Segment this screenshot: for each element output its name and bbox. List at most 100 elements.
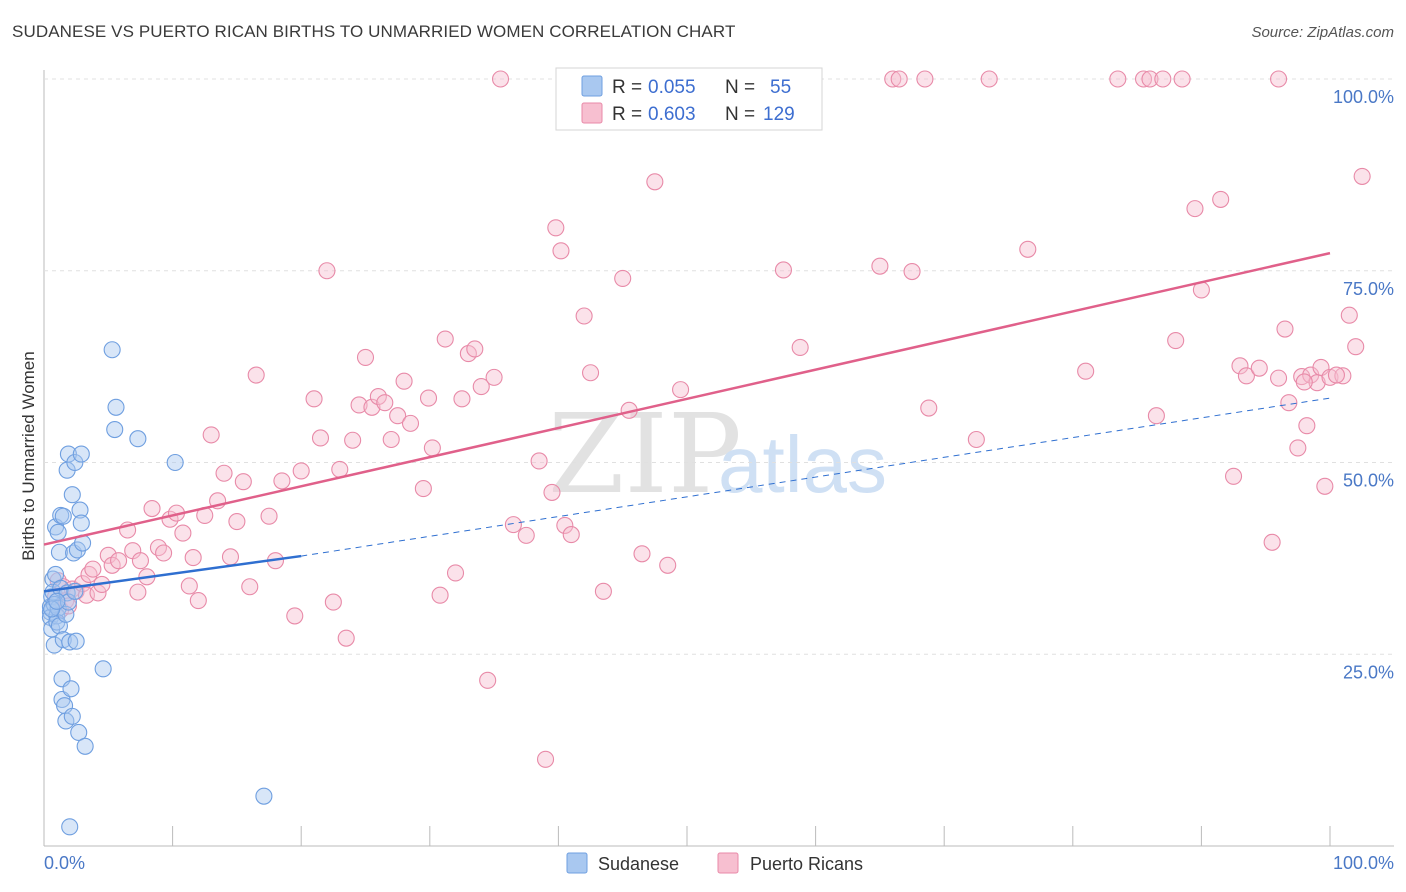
puerto-ricans-point	[436, 330, 454, 348]
puerto-ricans-point	[189, 592, 207, 610]
x-tick-label-max: 100.0%	[1333, 853, 1394, 873]
puerto-ricans-point	[129, 583, 147, 601]
legend-swatch-puerto-ricans	[581, 102, 603, 124]
puerto-ricans-point	[414, 480, 432, 498]
y-tick-label: 100.0%	[1333, 87, 1394, 107]
puerto-ricans-point	[453, 390, 471, 408]
puerto-ricans-point	[791, 338, 809, 357]
sudanese-point	[166, 453, 184, 472]
puerto-ricans-point	[344, 431, 362, 449]
puerto-ricans-point	[369, 387, 387, 406]
puerto-ricans-point	[1225, 467, 1243, 485]
puerto-ricans-point	[149, 539, 168, 557]
puerto-ricans-point	[1295, 373, 1313, 391]
puerto-ricans-point	[1077, 362, 1095, 380]
legend-r-label: R =	[612, 77, 642, 98]
puerto-ricans-point	[920, 399, 938, 417]
puerto-ricans-point	[318, 262, 336, 280]
puerto-ricans-point	[1231, 357, 1249, 375]
puerto-ricans-point	[1298, 417, 1316, 435]
puerto-ricans-point	[273, 472, 291, 490]
sudanese-point	[76, 737, 94, 755]
puerto-ricans-point	[659, 556, 677, 574]
puerto-ricans-point	[884, 70, 902, 88]
puerto-ricans-point	[356, 348, 375, 366]
sudanese-points	[41, 341, 273, 836]
puerto-ricans-point	[594, 582, 612, 600]
legend-r-value: 0.055	[648, 77, 696, 98]
sudanese-point	[67, 632, 85, 650]
sudanese-point	[66, 453, 84, 472]
sudanese-trend-extension	[301, 397, 1331, 557]
bottom-swatch-puerto-ricans	[717, 852, 739, 874]
puerto-ricans-point	[967, 430, 985, 449]
source-label: Source: ZipAtlas.com	[1251, 24, 1394, 41]
puerto-ricans-point	[1276, 320, 1294, 338]
puerto-ricans-point	[1340, 306, 1358, 324]
puerto-ricans-point	[633, 545, 651, 563]
sudanese-trend-line	[43, 554, 302, 593]
puerto-ricans-point	[1263, 533, 1281, 551]
sudanese-point	[49, 523, 67, 541]
sudanese-point	[48, 592, 66, 610]
puerto-ricans-point	[131, 552, 149, 570]
sudanese-point	[54, 507, 72, 525]
puerto-ricans-point	[305, 390, 323, 408]
puerto-ricans-point	[485, 368, 503, 386]
puerto-ricans-point	[324, 593, 342, 611]
puerto-ricans-point	[419, 389, 438, 407]
puerto-ricans-point	[174, 524, 192, 542]
sudanese-point	[61, 633, 79, 651]
puerto-ricans-point	[1141, 70, 1159, 88]
puerto-ricans-point	[423, 439, 441, 457]
sudanese-point	[63, 707, 81, 725]
puerto-ricans-point	[1321, 368, 1339, 386]
legend-label-puerto-ricans: Puerto Ricans	[750, 854, 863, 874]
legend-r-value: 0.603	[648, 104, 696, 125]
puerto-ricans-point	[1147, 407, 1165, 425]
puerto-ricans-point	[1347, 338, 1365, 356]
puerto-ricans-point	[980, 70, 998, 88]
sudanese-point	[62, 680, 80, 698]
puerto-ricans-point	[1334, 367, 1352, 385]
puerto-ricans-point	[202, 426, 220, 444]
sudanese-point	[61, 818, 79, 836]
puerto-ricans-point	[536, 750, 555, 768]
sudanese-point	[68, 541, 86, 559]
sudanese-point	[129, 430, 147, 448]
sudanese-point	[106, 420, 124, 439]
puerto-ricans-point	[581, 364, 600, 382]
sudanese-point	[71, 501, 89, 519]
puerto-ricans-point	[517, 526, 535, 544]
puerto-ricans-point	[871, 257, 889, 275]
puerto-ricans-point	[1109, 70, 1127, 88]
puerto-ricans-point	[1327, 366, 1345, 384]
bottom-swatch-sudanese	[566, 852, 588, 874]
puerto-ricans-point	[1134, 70, 1153, 88]
puerto-ricans-point	[1353, 167, 1371, 185]
series-legend: Sudanese Puerto Ricans	[566, 852, 863, 874]
puerto-ricans-point	[1186, 200, 1204, 218]
puerto-ricans-point	[543, 483, 561, 501]
puerto-ricans-point	[260, 507, 278, 525]
puerto-ricans-points	[47, 70, 1371, 768]
puerto-ricans-point	[614, 269, 632, 287]
sudanese-point	[107, 398, 125, 416]
puerto-ricans-point	[562, 526, 580, 544]
puerto-ricans-point	[774, 261, 793, 279]
watermark-zip: ZIP	[548, 390, 742, 518]
sudanese-point	[94, 660, 112, 678]
puerto-ricans-point	[1237, 367, 1255, 385]
puerto-ricans-point	[180, 577, 198, 595]
sudanese-point	[70, 723, 88, 742]
legend-n-value: 129	[763, 104, 795, 125]
puerto-ricans-point	[1250, 359, 1268, 377]
puerto-ricans-point	[1289, 439, 1307, 457]
puerto-ricans-point	[99, 546, 117, 564]
sudanese-point	[72, 514, 90, 532]
puerto-ricans-point	[504, 516, 522, 534]
stats-legend: R = 0.055 N = 55 R = 0.603 N = 129	[555, 67, 823, 131]
puerto-ricans-point	[1154, 70, 1172, 88]
puerto-ricans-point	[241, 578, 259, 596]
puerto-ricans-point	[916, 70, 934, 88]
